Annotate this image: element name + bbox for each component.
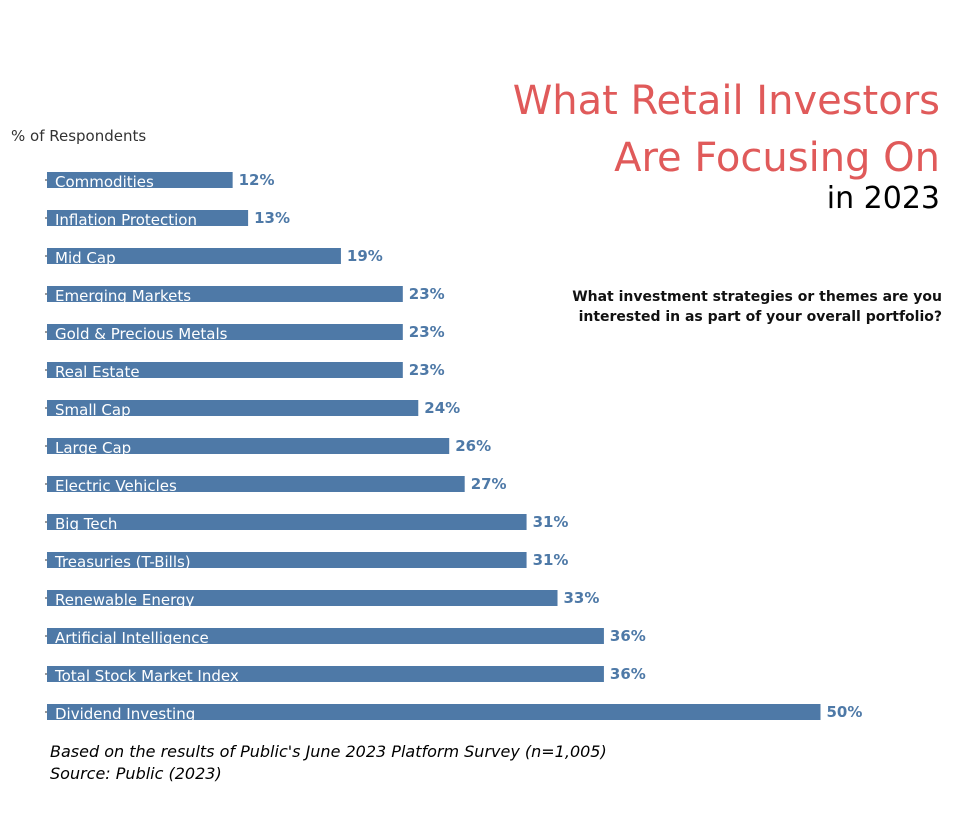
bar <box>47 552 527 568</box>
survey-question: What investment strategies or themes are… <box>522 287 942 327</box>
bar <box>47 248 341 264</box>
bar-category-label: Gold & Precious Metals <box>55 325 228 343</box>
bar-category-label: Treasuries (T-Bills) <box>54 553 191 571</box>
bar <box>47 286 403 302</box>
bar-value-label: 24% <box>424 399 460 417</box>
bar <box>47 476 465 492</box>
bar-category-label: Electric Vehicles <box>55 477 177 495</box>
chart-title-line-2: Are Focusing On <box>614 135 940 181</box>
bar <box>47 210 249 226</box>
bar <box>47 514 527 530</box>
bar-value-label: 23% <box>409 285 445 303</box>
bar <box>47 438 450 454</box>
footnote-source: Source: Public (2023) <box>50 764 222 783</box>
footnote-survey: Based on the results of Public's June 20… <box>50 742 607 761</box>
bar-category-label: Commodities <box>55 173 154 191</box>
bar-category-label: Total Stock Market Index <box>54 667 239 685</box>
chart-title-line-1: What Retail Investors <box>512 78 940 124</box>
bar-category-label: Large Cap <box>55 439 131 457</box>
bar-value-label: 36% <box>610 665 646 683</box>
bar-value-label: 19% <box>347 247 383 265</box>
bar-value-label: 12% <box>239 171 275 189</box>
bar-category-label: Big Tech <box>55 515 117 533</box>
survey-question-line-1: What investment strategies or themes are… <box>572 289 942 305</box>
chart-subtitle: in 2023 <box>826 181 940 216</box>
bar <box>47 628 604 644</box>
bar-category-label: Renewable Energy <box>55 591 194 609</box>
bar <box>47 362 403 378</box>
bar-category-label: Small Cap <box>55 401 131 419</box>
bar-value-label: 13% <box>254 209 290 227</box>
bar-value-label: 27% <box>471 475 507 493</box>
bar-value-label: 26% <box>455 437 491 455</box>
bar <box>47 666 604 682</box>
bar-value-label: 50% <box>827 703 863 721</box>
bar <box>47 400 419 416</box>
y-axis-label: % of Respondents <box>11 127 147 145</box>
bar-category-label: Real Estate <box>55 363 140 381</box>
bar-value-label: 31% <box>533 551 569 569</box>
bar-category-label: Mid Cap <box>55 249 116 267</box>
bar-value-label: 36% <box>610 627 646 645</box>
bar-value-label: 33% <box>564 589 600 607</box>
bar <box>47 704 821 720</box>
bar-category-label: Dividend Investing <box>55 705 195 723</box>
survey-question-line-2: interested in as part of your overall po… <box>578 309 942 325</box>
bar-category-label: Emerging Markets <box>55 287 191 305</box>
bar-category-label: Inflation Protection <box>55 211 197 229</box>
bar <box>47 590 558 606</box>
bar <box>47 172 233 188</box>
bar-value-label: 23% <box>409 361 445 379</box>
bar-value-label: 23% <box>409 323 445 341</box>
bar <box>47 324 403 340</box>
bar-category-label: Artificial Intelligence <box>55 629 209 647</box>
bar-value-label: 31% <box>533 513 569 531</box>
